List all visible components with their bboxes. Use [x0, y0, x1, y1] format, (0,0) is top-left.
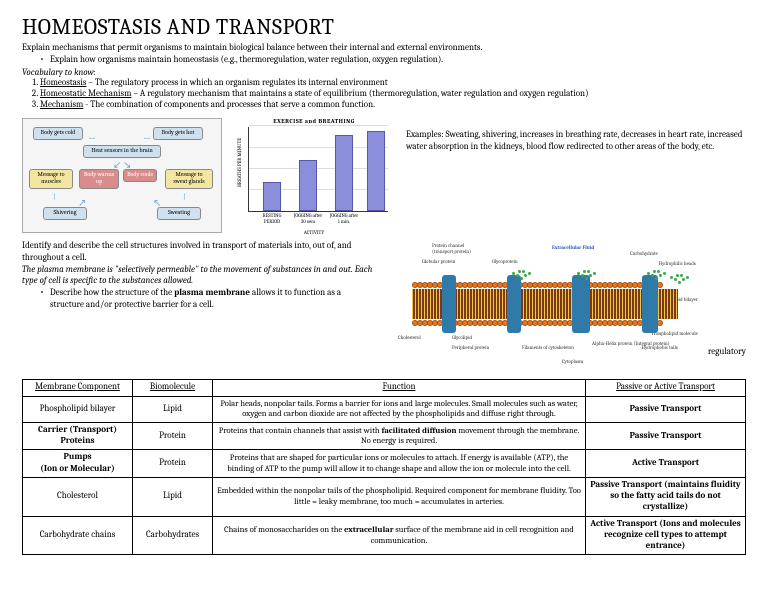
membrane-label: Peripheral protein	[452, 345, 489, 351]
cell-transport: Passive Transport	[586, 422, 746, 450]
cell-biomolecule: Protein	[133, 450, 213, 478]
chart-bar	[367, 131, 385, 212]
vocab-term: Homeostatic Mechanism	[40, 89, 131, 99]
table-row: Pumps(Ion or Molecular)ProteinProteins t…	[23, 450, 746, 478]
chart-bar	[263, 182, 281, 212]
flowchart-arrow-icon: ↓	[53, 191, 56, 203]
vocab-def: - The combination of components and proc…	[83, 100, 375, 110]
chart-bar	[299, 160, 317, 211]
cell-component: Phospholipid bilayer	[23, 396, 133, 422]
cell-function: Polar heads, nonpolar tails. Forms a bar…	[213, 396, 586, 422]
gridline	[249, 125, 388, 126]
membrane-table: Membrane Component Biomolecule Function …	[22, 379, 746, 555]
page-title: HOMEOSTASIS AND TRANSPORT	[22, 14, 746, 40]
bullet-part: allows it to function as a	[250, 288, 341, 298]
flowchart-node: Message to sweat glands	[165, 169, 213, 188]
cell-transport: Passive Transport (maintains fluidity so…	[586, 477, 746, 516]
chart-ylabel: BREATHS PER MINUTE	[237, 138, 243, 187]
vocab-def: – A regulatory mechanism that maintains …	[131, 89, 588, 99]
flowchart-diagram: Body gets cold Body gets hot Heat sensors …	[22, 118, 222, 233]
vocab-list: Homeostasis – The regulatory process in …	[40, 78, 746, 110]
cell-component: Carrier (Transport) Proteins	[23, 422, 133, 450]
table-row: CholesterolLipidEmbedded within the nonp…	[23, 477, 746, 516]
flowchart-arrow-icon: →	[88, 133, 96, 145]
membrane-label: Carbohydrate	[630, 251, 658, 257]
mid-text-block: Identify and describe the cell structure…	[22, 241, 382, 311]
cell-biomolecule: Carbohydrates	[133, 516, 213, 555]
cell-component: Carbohydrate chains	[23, 516, 133, 555]
vocab-item: Homeostatic Mechanism – A regulatory mec…	[40, 89, 746, 99]
cell-function: Chains of monosaccharides on the extrace…	[213, 516, 586, 555]
examples-text: Examples: Sweating, shivering, increases…	[406, 118, 746, 153]
cell-transport: Active Transport (Ions and molecules rec…	[586, 516, 746, 555]
identify-line: Identify and describe the cell structure…	[22, 241, 382, 264]
chart-xlabel: JOGGING after 30 secs	[293, 214, 323, 225]
vocab-item: Mechanism - The combination of component…	[40, 100, 746, 110]
cell-function: Embedded within the nonpolar tails of th…	[213, 477, 586, 516]
cell-component: Pumps(Ion or Molecular)	[23, 450, 133, 478]
bullet-part: structure and/or protective barrier for …	[50, 300, 214, 310]
membrane-label: Filaments of cytoskeleton	[522, 345, 574, 351]
cell-transport: Active Transport	[586, 450, 746, 478]
permeable-line: The plasma membrane is "selectively perm…	[22, 265, 382, 288]
table-row: Phospholipid bilayerLipidPolar heads, no…	[23, 396, 746, 422]
flowchart-arrow-icon: ↓	[183, 191, 186, 203]
chart-plot: BREATHS PER MINUTE RESTING PERIODJOGGING…	[248, 127, 388, 212]
describe-bullet: Describe how the structure of the plasma…	[40, 288, 382, 311]
cell-component: Cholesterol	[23, 477, 133, 516]
intro-bullet-text: Explain how organisms maintain homeostas…	[50, 55, 443, 67]
th-function: Function	[213, 380, 586, 396]
membrane-label: Cholesterol	[398, 335, 421, 341]
intro-line: Explain mechanisms that permit organisms…	[22, 43, 746, 55]
table-row: Carbohydrate chainsCarbohydratesChains o…	[23, 516, 746, 555]
flowchart-arrow-icon: ↗	[78, 197, 86, 209]
th-component: Membrane Component	[23, 380, 133, 396]
membrane-label: Extracellular Fluid	[552, 245, 594, 251]
vocab-def: – The regulatory process in which an org…	[86, 78, 387, 88]
flowchart-node: Body gets hot	[153, 127, 203, 140]
flowchart-node: Sweating	[157, 207, 201, 220]
cell-biomolecule: Lipid	[133, 477, 213, 516]
regulatory-word: regulatory	[708, 347, 746, 371]
bullet-bold: plasma membrane	[174, 288, 250, 298]
membrane-label: Glycolipid	[452, 335, 472, 341]
vocab-item: Homeostasis – The regulatory process in …	[40, 78, 746, 88]
th-biomolecule: Biomolecule	[133, 380, 213, 396]
chart-xlabel: RESTING PERIOD	[257, 214, 287, 225]
flowchart-arrow-icon: ↙	[113, 159, 121, 171]
bullet-part: Describe how the structure of the	[50, 288, 174, 298]
membrane-label: (transport protein)	[432, 249, 471, 255]
chart-bar	[335, 135, 353, 212]
vocab-term: Homeostasis	[40, 78, 86, 88]
table-header-row: Membrane Component Biomolecule Function …	[23, 380, 746, 396]
vocab-term: Mechanism	[40, 100, 83, 110]
cell-biomolecule: Protein	[133, 422, 213, 450]
chart-xaxis-label: ACTIVITY	[234, 230, 394, 236]
cell-function: Proteins that are shaped for particular …	[213, 450, 586, 478]
flowchart-arrow-icon: ↘	[123, 159, 131, 171]
membrane-label: Hydrophobic tails	[641, 345, 677, 351]
intro-bullet: Explain how organisms maintain homeostas…	[40, 55, 746, 67]
bar-chart: EXERCISE and BREATHING BREATHS PER MINUT…	[234, 118, 394, 233]
bilayer-graphic	[412, 281, 678, 327]
chart-xlabel: JOGGING after 1 min.	[329, 214, 359, 225]
th-transport: Passive or Active Transport	[586, 380, 746, 396]
flowchart-arrow-icon: ←	[143, 133, 151, 145]
vocab-label: Vocabulary to know:	[22, 68, 746, 78]
membrane-diagram: Protein channel (transport protein) Glob…	[392, 241, 698, 371]
membrane-label: Phospholipid molecule	[651, 331, 697, 337]
flowchart-node: Message to muscles	[29, 169, 73, 188]
flowchart-node: Body warms up	[79, 169, 119, 188]
cell-function: Proteins that contain channels that assi…	[213, 422, 586, 450]
chart-title: EXERCISE and BREATHING	[234, 118, 394, 125]
flowchart-node: Body gets cold	[33, 127, 83, 140]
membrane-label: Globular protein	[422, 259, 455, 265]
cell-biomolecule: Lipid	[133, 396, 213, 422]
table-row: Carrier (Transport) ProteinsProteinProte…	[23, 422, 746, 450]
cell-transport: Passive Transport	[586, 396, 746, 422]
membrane-label: Cytoplasm	[562, 359, 583, 365]
flowchart-arrow-icon: ↖	[153, 197, 161, 209]
flowchart-node: Heat sensors in the brain	[83, 145, 161, 158]
